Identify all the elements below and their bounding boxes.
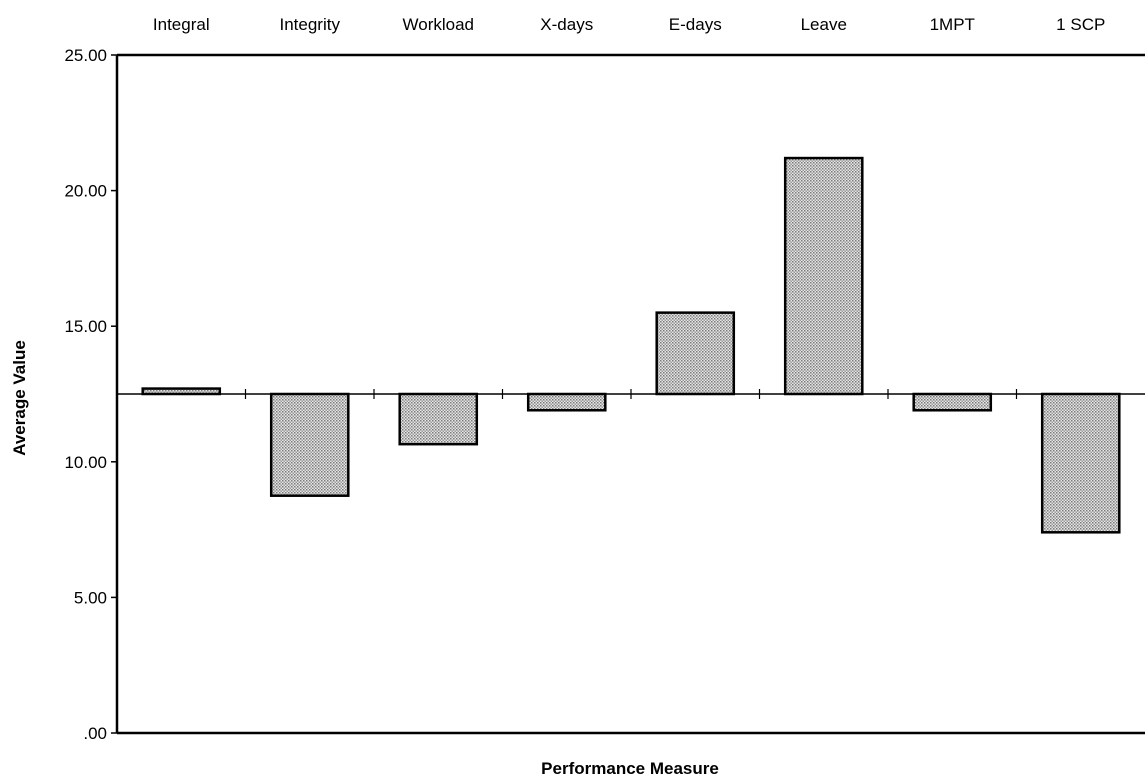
bar-x-days [526, 392, 607, 412]
category-labels-group: Integral Integrity Workload X-days E-days Lea… [153, 15, 1105, 34]
category-label: E-days [669, 15, 722, 34]
y-tick-label: 5.00 [74, 588, 107, 607]
axes-group [115, 53, 1145, 735]
category-label: 1MPT [930, 15, 975, 34]
category-label: Integrity [280, 15, 341, 34]
bar-leave [783, 156, 864, 396]
bar-e-days [655, 311, 736, 396]
y-tick-label: 25.00 [64, 46, 107, 65]
category-label: 1 SCP [1056, 15, 1105, 34]
y-tick-label: 15.00 [64, 317, 107, 336]
bar-1mpt [912, 392, 993, 412]
y-ticks-group: .00 5.00 10.00 15.00 20.00 25.00 [64, 46, 117, 743]
bar-integrity [269, 392, 350, 497]
category-label: Integral [153, 15, 210, 34]
y-axis-title: Average Value [10, 340, 29, 456]
category-label: Workload [403, 15, 475, 34]
x-axis-title: Performance Measure [541, 759, 719, 778]
y-tick-label: 10.00 [64, 453, 107, 472]
category-label: X-days [540, 15, 593, 34]
category-label: Leave [801, 15, 847, 34]
bar-integral [141, 387, 222, 396]
y-tick-label: 20.00 [64, 182, 107, 201]
y-tick-label: .00 [83, 724, 107, 743]
bar-1-scp [1040, 392, 1121, 534]
bars-group [141, 156, 1121, 534]
bar-workload [398, 392, 479, 446]
